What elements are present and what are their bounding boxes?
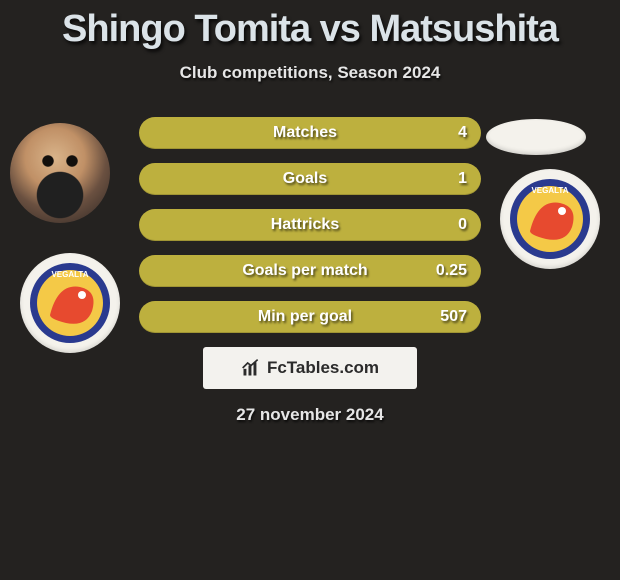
comparison-panel: VEGALTA VEGALTA Matches 4 Goals 1 Hattri…	[0, 113, 620, 425]
branding-text: FcTables.com	[267, 358, 379, 378]
stat-value: 1	[427, 170, 467, 188]
stat-label: Goals	[153, 170, 427, 188]
stat-row-hattricks: Hattricks 0	[139, 209, 481, 241]
stat-value: 507	[427, 308, 467, 326]
date-text: 27 november 2024	[0, 405, 620, 425]
svg-text:VEGALTA: VEGALTA	[51, 270, 88, 279]
player-photo-left	[10, 123, 110, 223]
club-crest-right: VEGALTA	[500, 169, 600, 269]
vegalta-crest-icon: VEGALTA	[20, 253, 120, 353]
vegalta-crest-icon: VEGALTA	[500, 169, 600, 269]
club-crest-left: VEGALTA	[20, 253, 120, 353]
stat-row-mpg: Min per goal 507	[139, 301, 481, 333]
stat-label: Matches	[153, 124, 427, 142]
stat-value: 0.25	[427, 262, 467, 280]
opponent-marker-icon	[486, 119, 586, 155]
stat-row-gpm: Goals per match 0.25	[139, 255, 481, 287]
bar-chart-icon	[241, 358, 261, 378]
stat-label: Goals per match	[153, 262, 427, 280]
stat-row-goals: Goals 1	[139, 163, 481, 195]
stat-label: Hattricks	[153, 216, 427, 234]
stat-value: 0	[427, 216, 467, 234]
page-subtitle: Club competitions, Season 2024	[0, 63, 620, 83]
svg-text:VEGALTA: VEGALTA	[531, 186, 568, 195]
stat-label: Min per goal	[153, 308, 427, 326]
stat-row-matches: Matches 4	[139, 117, 481, 149]
stat-value: 4	[427, 124, 467, 142]
stats-list: Matches 4 Goals 1 Hattricks 0 Goals per …	[139, 113, 481, 333]
page-title: Shingo Tomita vs Matsushita	[0, 0, 620, 51]
branding-badge: FcTables.com	[203, 347, 417, 389]
